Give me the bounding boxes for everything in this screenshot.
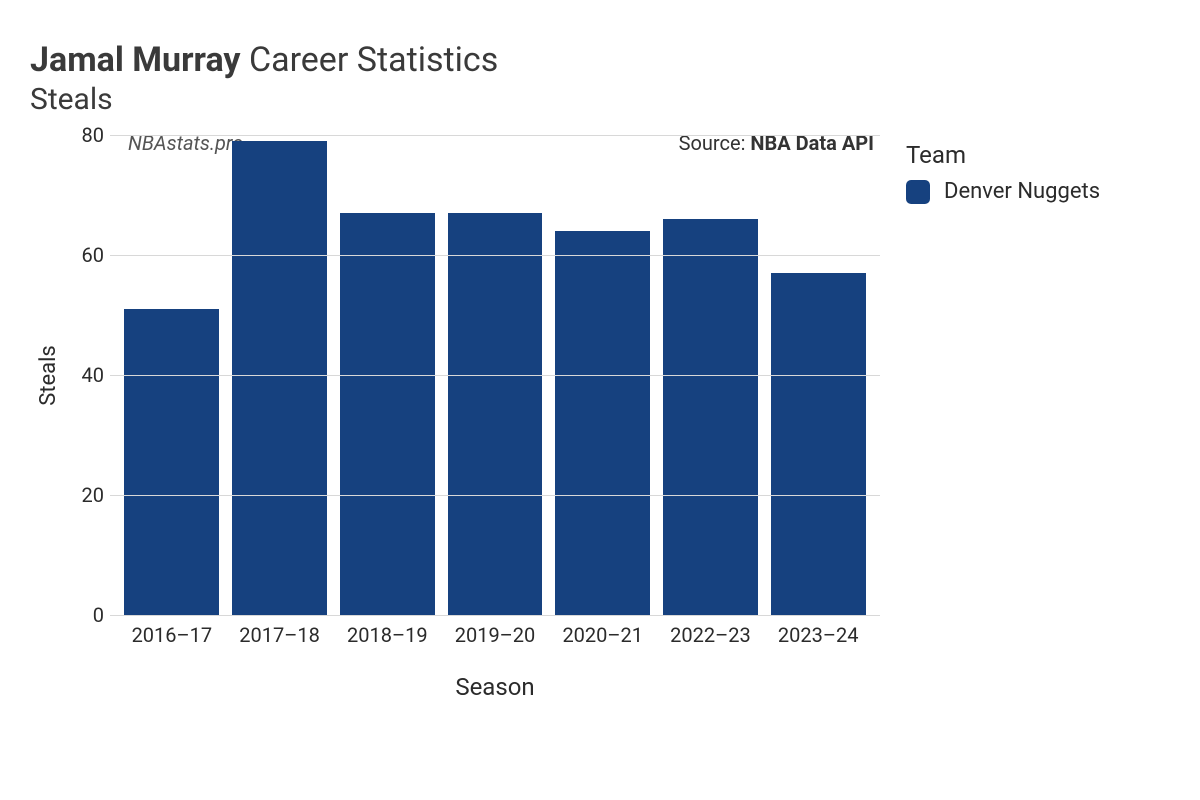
gridline (110, 255, 880, 256)
bar (663, 219, 758, 615)
bar (448, 213, 543, 615)
xtick-label: 2017–18 (226, 623, 334, 647)
gridline (110, 495, 880, 496)
bar (124, 309, 219, 615)
bar (555, 231, 650, 615)
legend-item: Denver Nuggets (906, 179, 1100, 204)
title-rest: Career Statistics (241, 40, 499, 80)
xtick-label: 2020–21 (549, 623, 657, 647)
yaxis-label: Steals (36, 345, 61, 406)
bar (340, 213, 435, 615)
chart-container: Jamal Murray Career Statistics Steals St… (0, 0, 1200, 800)
plot-column: Steals 020406080 NBAstats.pro Source: NB… (30, 135, 880, 615)
xtick-label: 2016–17 (118, 623, 226, 647)
ytick-label: 80 (82, 123, 104, 147)
yaxis-label-col: Steals (30, 135, 66, 615)
xtick-label: 2023–24 (764, 623, 872, 647)
xtick-label: 2019–20 (441, 623, 549, 647)
ytick-label: 20 (82, 483, 104, 507)
gridline (110, 615, 880, 616)
chart-title: Jamal Murray Career Statistics (30, 40, 1170, 80)
ytick-label: 40 (82, 363, 104, 387)
bar (232, 141, 327, 615)
legend: Team Denver Nuggets (906, 141, 1100, 204)
xaxis-label: Season (110, 673, 880, 701)
xtick-label: 2018–19 (333, 623, 441, 647)
legend-title: Team (906, 141, 1100, 169)
ytick-label: 60 (82, 243, 104, 267)
legend-items: Denver Nuggets (906, 179, 1100, 204)
legend-label: Denver Nuggets (944, 179, 1100, 204)
legend-swatch (906, 180, 930, 204)
ytick-label: 0 (93, 603, 104, 627)
xaxis-ticks: 2016–172017–182018–192019–202020–212022–… (110, 615, 880, 647)
plot-area: NBAstats.pro Source: NBA Data API (110, 135, 880, 615)
xtick-label: 2022–23 (657, 623, 765, 647)
chart-row: Steals 020406080 NBAstats.pro Source: NB… (30, 135, 1170, 615)
gridline (110, 135, 880, 136)
title-player: Jamal Murray (30, 40, 241, 80)
chart-subtitle: Steals (30, 82, 1170, 117)
bar (771, 273, 866, 615)
yaxis-ticks: 020406080 (66, 135, 110, 615)
gridline (110, 375, 880, 376)
